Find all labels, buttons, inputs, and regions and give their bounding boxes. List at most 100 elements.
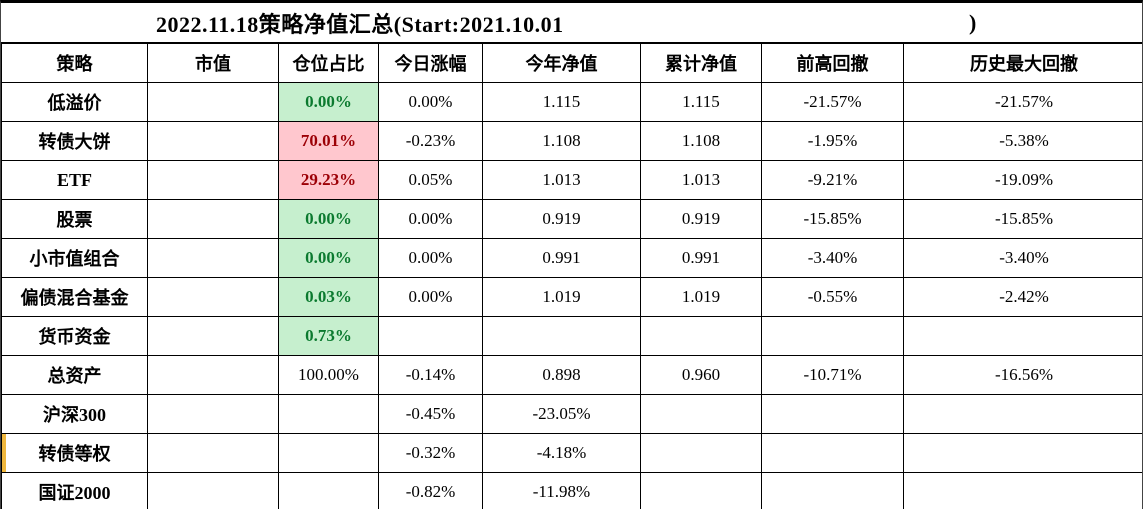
cell-market-value[interactable] [147,316,279,356]
table-row: 小市值组合 0.00% 0.00% 0.991 0.991 -3.40% -3.40% [1,238,1142,278]
cell-cumulative-nav[interactable] [640,472,762,509]
cell-position[interactable] [278,472,379,509]
cell-position[interactable]: 0.73% [278,316,379,356]
cell-ytd-nav[interactable]: 0.991 [482,238,641,278]
cell-ytd-nav[interactable]: 1.013 [482,160,641,200]
cell-today-change[interactable]: -0.32% [378,433,483,473]
column-header-today-change[interactable]: 今日涨幅 [378,43,483,83]
column-header-max-drawdown[interactable]: 历史最大回撤 [903,43,1142,83]
cell-ytd-nav[interactable]: 0.898 [482,355,641,395]
cell-cumulative-nav[interactable]: 1.115 [640,82,762,122]
cell-strategy[interactable]: 低溢价 [1,82,148,122]
cell-market-value[interactable] [147,121,279,161]
cell-max-drawdown[interactable] [903,316,1142,356]
column-header-market-value[interactable]: 市值 [147,43,279,83]
cell-max-drawdown[interactable]: -15.85% [903,199,1142,239]
cell-drawdown-from-prev-high[interactable] [761,472,904,509]
cell-today-change[interactable]: -0.82% [378,472,483,509]
cell-ytd-nav[interactable]: -23.05% [482,394,641,434]
cell-position[interactable] [278,433,379,473]
cell-position[interactable]: 0.00% [278,82,379,122]
cell-market-value[interactable] [147,394,279,434]
cell-cumulative-nav[interactable]: 0.919 [640,199,762,239]
cell-market-value[interactable] [147,82,279,122]
column-header-position-ratio[interactable]: 仓位占比 [278,43,379,83]
cell-today-change[interactable]: 0.00% [378,277,483,317]
cell-market-value[interactable] [147,199,279,239]
cell-drawdown-from-prev-high[interactable]: -0.55% [761,277,904,317]
cell-today-change[interactable]: -0.23% [378,121,483,161]
cell-drawdown-from-prev-high[interactable]: -10.71% [761,355,904,395]
cell-position[interactable] [278,394,379,434]
cell-drawdown-from-prev-high[interactable]: -9.21% [761,160,904,200]
cell-cumulative-nav[interactable]: 0.960 [640,355,762,395]
cell-today-change[interactable]: -0.45% [378,394,483,434]
cell-cumulative-nav[interactable]: 1.019 [640,277,762,317]
cell-ytd-nav[interactable]: 1.115 [482,82,641,122]
cell-today-change[interactable]: -0.14% [378,355,483,395]
cell-position[interactable]: 100.00% [278,355,379,395]
column-header-cumulative-nav[interactable]: 累计净值 [640,43,762,83]
cell-position[interactable]: 0.00% [278,238,379,278]
cell-market-value[interactable] [147,433,279,473]
column-header-ytd-nav[interactable]: 今年净值 [482,43,641,83]
cell-max-drawdown[interactable]: -16.56% [903,355,1142,395]
cell-max-drawdown[interactable]: -21.57% [903,82,1142,122]
cell-position[interactable]: 70.01% [278,121,379,161]
cell-today-change[interactable]: 0.05% [378,160,483,200]
cell-strategy[interactable]: 小市值组合 [1,238,148,278]
cell-cumulative-nav[interactable] [640,316,762,356]
column-header-drawdown-from-prev-high[interactable]: 前高回撤 [761,43,904,83]
cell-cumulative-nav[interactable] [640,433,762,473]
cell-strategy[interactable]: 转债大饼 [1,121,148,161]
cell-drawdown-from-prev-high[interactable]: -15.85% [761,199,904,239]
header-row: 策略 市值 仓位占比 今日涨幅 今年净值 累计净值 前高回撤 历史最大回撤 [1,43,1142,83]
cell-strategy[interactable]: 股票 [1,199,148,239]
cell-cumulative-nav[interactable]: 1.108 [640,121,762,161]
cell-drawdown-from-prev-high[interactable] [761,394,904,434]
cell-strategy[interactable]: 偏债混合基金 [1,277,148,317]
cell-today-change[interactable] [378,316,483,356]
cell-today-change[interactable]: 0.00% [378,82,483,122]
title-cell[interactable]: 2022.11.18策略净值汇总(Start:2021.10.01 ) [1,3,1142,43]
cell-max-drawdown[interactable]: -19.09% [903,160,1142,200]
cell-cumulative-nav[interactable]: 1.013 [640,160,762,200]
cell-ytd-nav[interactable]: -11.98% [482,472,641,509]
cell-ytd-nav[interactable]: -4.18% [482,433,641,473]
cell-market-value[interactable] [147,277,279,317]
cell-ytd-nav[interactable]: 0.919 [482,199,641,239]
cell-max-drawdown[interactable]: -2.42% [903,277,1142,317]
cell-strategy[interactable]: 转债等权 [1,433,148,473]
cell-market-value[interactable] [147,160,279,200]
cell-strategy[interactable]: 沪深300 [1,394,148,434]
cell-ytd-nav[interactable]: 1.019 [482,277,641,317]
cell-max-drawdown[interactable] [903,394,1142,434]
cell-ytd-nav[interactable]: 1.108 [482,121,641,161]
cell-position[interactable]: 0.00% [278,199,379,239]
column-header-strategy[interactable]: 策略 [1,43,148,83]
cell-today-change[interactable]: 0.00% [378,238,483,278]
cell-strategy[interactable]: 总资产 [1,355,148,395]
cell-position[interactable]: 29.23% [278,160,379,200]
cell-max-drawdown[interactable]: -3.40% [903,238,1142,278]
cell-ytd-nav[interactable] [482,316,641,356]
cell-today-change[interactable]: 0.00% [378,199,483,239]
cell-max-drawdown[interactable] [903,472,1142,509]
cell-drawdown-from-prev-high[interactable] [761,316,904,356]
cell-strategy[interactable]: ETF [1,160,148,200]
cell-cumulative-nav[interactable] [640,394,762,434]
cell-drawdown-from-prev-high[interactable]: -21.57% [761,82,904,122]
cell-strategy[interactable]: 国证2000 [1,472,148,509]
cell-cumulative-nav[interactable]: 0.991 [640,238,762,278]
cell-market-value[interactable] [147,472,279,509]
cell-max-drawdown[interactable]: -5.38% [903,121,1142,161]
cell-drawdown-from-prev-high[interactable]: -1.95% [761,121,904,161]
cell-market-value[interactable] [147,355,279,395]
row-left-highlight [2,434,6,472]
cell-drawdown-from-prev-high[interactable]: -3.40% [761,238,904,278]
cell-strategy[interactable]: 货币资金 [1,316,148,356]
cell-max-drawdown[interactable] [903,433,1142,473]
cell-market-value[interactable] [147,238,279,278]
cell-drawdown-from-prev-high[interactable] [761,433,904,473]
cell-position[interactable]: 0.03% [278,277,379,317]
